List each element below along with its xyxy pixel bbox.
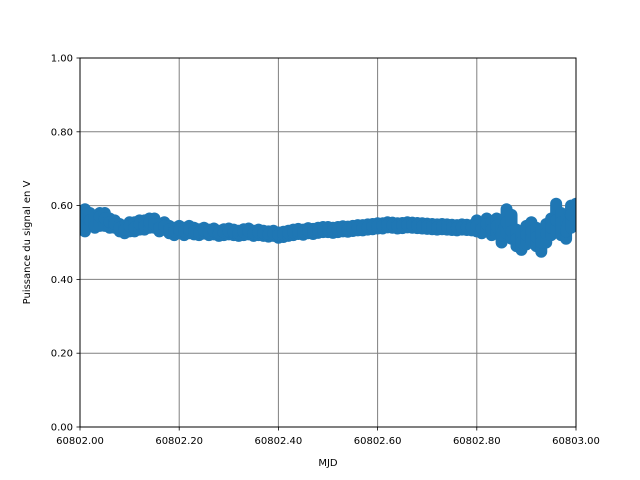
data-point [570,205,576,218]
y-tick-label: 0.60 [51,201,73,212]
x-tick-label: 60802.00 [56,436,104,447]
y-tick-label: 0.40 [51,275,73,286]
scatter-series [80,197,576,258]
plot-area-frame [79,57,577,428]
y-tick-label: 0.00 [51,423,73,434]
y-tick-label: 1.00 [51,54,73,65]
axis-ticks: 60802.00 60802.20 60802.40 60802.60 60802.80… [51,54,600,448]
x-tick-label: 60802.40 [255,436,303,447]
y-tick-label: 0.20 [51,349,73,360]
y-axis-label: Puissance du signal en V [22,180,33,304]
y-tick-label: 0.80 [51,127,73,138]
x-tick-label: 60802.20 [155,436,203,447]
x-tick-label: 60802.60 [354,436,402,447]
x-tick-label: 60803.00 [552,436,600,447]
x-tick-label: 60802.80 [453,436,501,447]
x-axis-label: MJD [318,458,338,469]
data-points [80,197,576,258]
